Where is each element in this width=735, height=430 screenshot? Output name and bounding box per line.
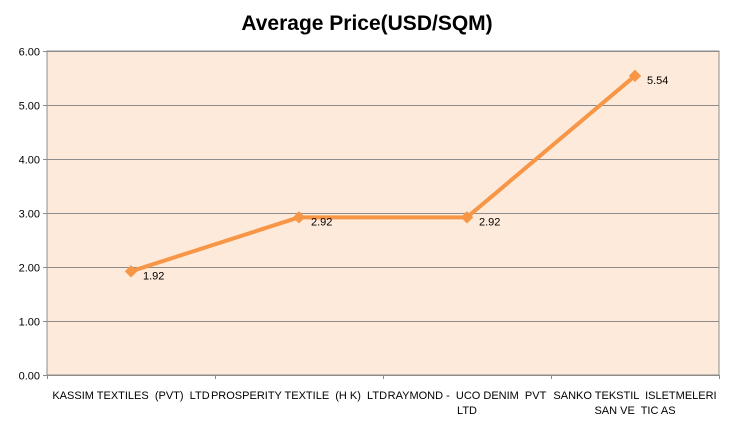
x-category-label: SAN VE TIC AS	[594, 405, 675, 417]
data-point-marker	[124, 265, 138, 278]
x-category-label: KASSIM TEXTILES (PVT) LTD	[52, 390, 209, 402]
data-point-marker	[292, 211, 306, 224]
y-tick-label: 4.00	[19, 155, 40, 167]
series-line	[129, 73, 637, 274]
data-point-marker	[460, 211, 474, 224]
y-tick-label: 0.00	[19, 371, 40, 383]
x-category-label: RAYMOND - UCO DENIM PVT	[388, 390, 547, 402]
data-point-marker	[628, 69, 642, 83]
y-tick-label: 1.00	[19, 317, 40, 329]
x-category-label: PROSPERITY TEXTILE (H K) LTD	[211, 390, 387, 402]
data-label: 1.92	[143, 270, 164, 282]
y-tick-label: 5.00	[19, 101, 40, 113]
data-label: 2.92	[479, 216, 500, 228]
y-tick-label: 2.00	[19, 263, 40, 275]
gridlines	[43, 51, 720, 379]
y-axis-tick-labels: 0.00 1.00 2.00 3.00 4.00 5.00 6.00	[19, 47, 40, 383]
series-group	[124, 69, 642, 278]
chart-title: Average Price(USD/SQM)	[241, 12, 492, 35]
data-label: 2.92	[311, 216, 332, 228]
x-category-label: SANKO TEKSTIL ISLETMELERI	[553, 390, 716, 402]
y-tick-label: 3.00	[19, 209, 40, 221]
data-labels: 1.92 2.92 2.92 5.54	[143, 75, 668, 282]
x-category-label: LTD	[457, 405, 477, 417]
data-label: 5.54	[647, 75, 668, 87]
x-axis-category-labels: KASSIM TEXTILES (PVT) LTD PROSPERITY TEXT…	[52, 390, 716, 417]
y-tick-label: 6.00	[19, 47, 40, 59]
